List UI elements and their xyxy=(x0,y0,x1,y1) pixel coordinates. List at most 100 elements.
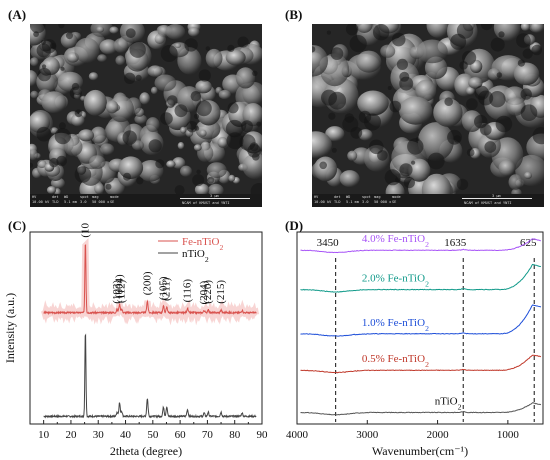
peak-label: (211) xyxy=(161,277,173,301)
sem-scale-text: 3 μm xyxy=(492,194,501,198)
sem-shadow xyxy=(444,97,453,106)
sem-shadow xyxy=(69,86,82,100)
sem-particle xyxy=(199,129,207,137)
sem-shadow xyxy=(105,183,112,190)
sem-particle xyxy=(433,98,463,127)
sem-particle xyxy=(88,72,99,81)
sem-particle xyxy=(312,131,332,158)
sem-shadow xyxy=(123,172,131,181)
sem-shadow xyxy=(517,59,525,67)
sem-shadow xyxy=(252,70,258,76)
sem-shadow xyxy=(481,24,493,31)
peak-label: (004) xyxy=(114,274,126,298)
sem-info-bar-b: HV 10.00 kV det TLD WD 5.1 mm spot 3.0 m… xyxy=(312,194,544,207)
sem-shadow xyxy=(58,122,66,130)
sem-particle xyxy=(154,74,177,92)
sem-particle xyxy=(225,49,246,66)
sem-particle xyxy=(356,24,373,33)
sem-wd-head: WD xyxy=(346,195,351,199)
sem-shadow xyxy=(350,126,363,139)
sem-shadow xyxy=(205,46,210,51)
x-axis-label: Wavenumber(cm⁻¹) xyxy=(372,444,468,458)
panel-label-c: (C) xyxy=(8,218,27,233)
x-tick-label: 50 xyxy=(147,429,159,441)
sem-shadow xyxy=(495,115,513,133)
sem-shadow xyxy=(50,42,57,49)
sem-shadow xyxy=(399,163,413,177)
sem-particle xyxy=(416,39,448,64)
sem-shadow xyxy=(58,24,65,29)
sem-mode-head: mode xyxy=(392,195,401,199)
sem-spot-head: spot xyxy=(80,195,89,199)
sem-shadow xyxy=(331,147,337,153)
sem-shadow xyxy=(227,102,239,114)
sem-shadow xyxy=(71,82,80,91)
sem-shadow xyxy=(207,176,215,184)
sem-lab-text: NCAM of KMUST and YNTI xyxy=(182,201,230,205)
legend-label: nTiO2 xyxy=(182,248,209,264)
sem-shadow xyxy=(407,138,424,155)
sem-shadow xyxy=(474,85,489,100)
sem-particle xyxy=(165,24,186,40)
sem-wd-value: 5.1 mm xyxy=(346,200,359,204)
sem-shadow xyxy=(237,36,249,48)
sem-particle xyxy=(520,24,531,31)
sem-mag-head: mag xyxy=(92,195,99,199)
sem-shadow xyxy=(136,177,144,185)
sem-particle xyxy=(195,80,212,94)
sem-particle xyxy=(188,27,200,37)
sem-shadow xyxy=(37,67,52,82)
sem-shadow xyxy=(135,74,142,81)
sem-particle xyxy=(357,90,389,116)
sem-particle xyxy=(100,143,115,155)
sem-texture-b xyxy=(312,24,544,207)
sem-wd-head: WD xyxy=(64,195,69,199)
sem-particle xyxy=(139,92,150,105)
sem-shadow xyxy=(480,123,492,136)
sem-particle xyxy=(205,48,223,68)
sem-particle xyxy=(109,26,119,34)
x-tick-label: 20 xyxy=(65,429,77,441)
reference-label: 3450 xyxy=(317,237,340,249)
sem-det-value: TLD xyxy=(52,200,59,204)
sem-particle xyxy=(180,165,192,177)
sem-particle xyxy=(217,137,228,148)
sem-particle xyxy=(515,154,544,187)
sem-shadow xyxy=(41,39,57,54)
sem-shadow xyxy=(496,72,503,78)
sem-shadow xyxy=(411,160,416,165)
sem-shadow xyxy=(56,155,67,167)
sem-shadow xyxy=(194,126,200,131)
sem-info-bar-a: HV 10.00 kV det TLD WD 5.1 mm spot 3.0 m… xyxy=(30,194,262,207)
sem-shadow xyxy=(256,121,262,127)
sem-hv-head: HV xyxy=(314,195,319,199)
y-axis-label: Intensity (a.u.) xyxy=(3,293,17,363)
sem-shadow xyxy=(196,169,201,174)
sem-shadow xyxy=(345,24,359,36)
sem-shadow xyxy=(49,157,59,168)
sem-shadow xyxy=(466,98,478,110)
sem-particle xyxy=(70,113,85,127)
series-label: 4.0% Fe-nTiO2 xyxy=(362,233,429,249)
sem-shadow xyxy=(30,24,46,34)
sem-particle xyxy=(132,140,144,151)
sem-shadow xyxy=(453,135,461,143)
sem-shadow xyxy=(321,89,337,106)
peak-label: (204) xyxy=(198,280,210,304)
sem-shadow xyxy=(344,113,355,123)
sem-shadow xyxy=(60,66,65,71)
sem-shadow xyxy=(122,130,137,145)
ftir-chart: 4000 3000 2000 1000 Wavenumber(cm⁻¹) 3450 1635… xyxy=(286,231,544,458)
peak-label: (112) xyxy=(116,279,128,303)
sem-shadow xyxy=(358,110,372,124)
sem-particle xyxy=(508,174,523,190)
sem-particle xyxy=(513,62,540,86)
sem-shadow xyxy=(484,141,497,153)
sem-shadow xyxy=(328,112,336,120)
sem-shadow xyxy=(241,120,253,133)
sem-shadow xyxy=(330,47,344,60)
sem-mag-value: 50 000 x xyxy=(374,200,392,204)
x-tick-label: 30 xyxy=(93,429,105,441)
sem-particle xyxy=(468,77,483,89)
sem-particle xyxy=(134,114,147,125)
